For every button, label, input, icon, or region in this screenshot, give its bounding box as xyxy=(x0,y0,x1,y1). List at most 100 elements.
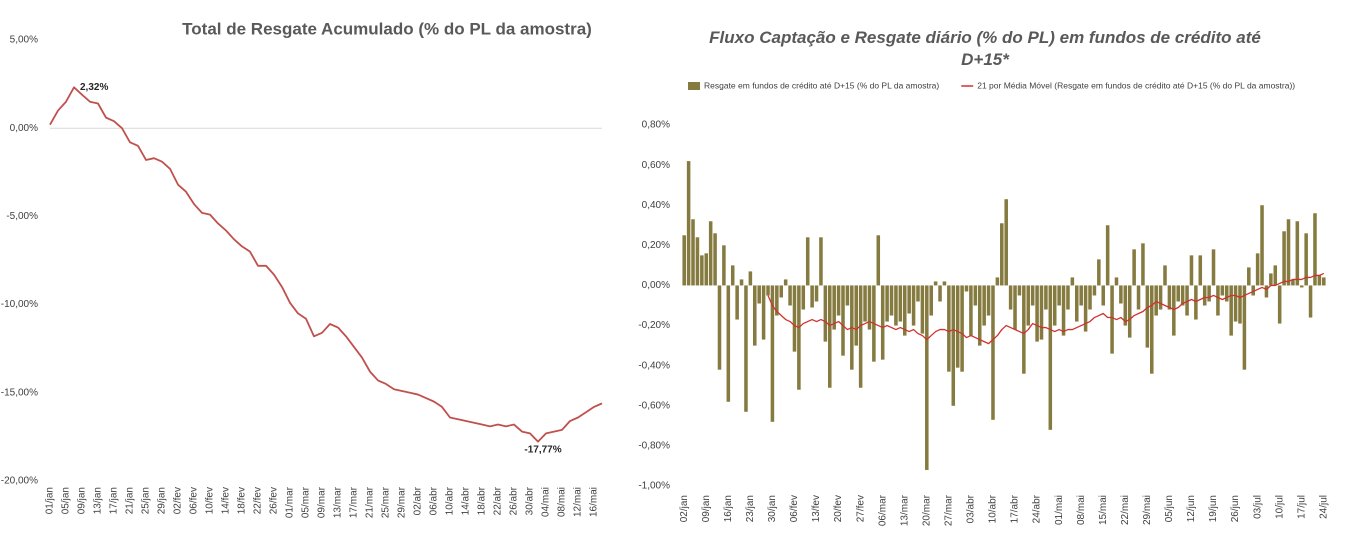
x-tick-label: 02/fev xyxy=(173,487,184,514)
bar xyxy=(1052,285,1057,326)
x-tick-label: 05/jan xyxy=(61,487,72,514)
x-tick-label: 26/jun xyxy=(1230,495,1241,522)
bar xyxy=(1269,273,1273,286)
bar xyxy=(797,285,801,390)
bar xyxy=(1110,285,1114,354)
x-tick-label: 06/mar xyxy=(877,494,888,526)
bar xyxy=(854,285,858,346)
x-tick-label: 21/mar xyxy=(365,486,376,518)
bar xyxy=(1145,285,1150,348)
data-label: 2,32% xyxy=(80,82,108,93)
bar xyxy=(1295,221,1300,286)
bar xyxy=(1229,285,1233,336)
bar xyxy=(1048,285,1053,430)
bar xyxy=(810,285,814,308)
y-tick-label: -15,00% xyxy=(1,387,38,398)
bar xyxy=(867,285,872,330)
bar xyxy=(783,279,788,286)
x-tick-label: 12/jun xyxy=(1186,495,1197,522)
x-tick-label: 05/mar xyxy=(301,486,312,518)
bar xyxy=(753,285,757,346)
bar xyxy=(779,285,784,298)
bar xyxy=(1061,285,1066,336)
bar xyxy=(982,285,986,326)
bar xyxy=(836,285,841,316)
x-tick-label: 06/fev xyxy=(189,487,200,514)
bar xyxy=(1105,225,1110,286)
x-tick-label: 13/mar xyxy=(333,486,344,518)
bar xyxy=(1189,255,1194,286)
x-tick-label: 19/jun xyxy=(1208,495,1219,522)
bar xyxy=(1083,285,1088,332)
x-tick-label: 08/mai xyxy=(557,487,568,517)
bar xyxy=(1299,285,1304,288)
bar xyxy=(1004,199,1008,286)
bar xyxy=(1017,285,1022,296)
x-tick-label: 15/mai xyxy=(1098,495,1109,525)
x-tick-label: 25/mar xyxy=(381,486,392,518)
bar xyxy=(1044,285,1048,310)
x-tick-label: 09/jan xyxy=(701,495,712,522)
bar xyxy=(964,285,969,292)
data-label: -17,77% xyxy=(524,444,561,455)
x-tick-label: 20/mar xyxy=(921,494,932,526)
x-tick-label: 01/mar xyxy=(285,486,296,518)
bar xyxy=(1322,277,1326,286)
bar xyxy=(819,237,823,286)
bar xyxy=(1070,277,1075,286)
bar xyxy=(894,285,898,326)
bar xyxy=(823,285,828,342)
bar xyxy=(1304,233,1308,286)
y-tick-label: -0,20% xyxy=(638,320,670,331)
line xyxy=(49,86,603,443)
bar xyxy=(1247,267,1251,286)
bar xyxy=(1092,285,1097,296)
bar xyxy=(1255,253,1260,286)
bar xyxy=(801,285,806,310)
x-tick-label: 10/jul xyxy=(1274,495,1285,519)
bar xyxy=(775,285,779,316)
bar xyxy=(1242,285,1247,370)
bar xyxy=(1119,285,1123,304)
bar xyxy=(898,285,903,322)
bar xyxy=(889,285,894,316)
bar xyxy=(1154,285,1158,316)
bar xyxy=(1158,285,1163,310)
x-tick-label: 17/abr xyxy=(1010,494,1021,523)
bar xyxy=(929,285,933,316)
bar xyxy=(1308,285,1313,318)
bar xyxy=(1163,265,1167,286)
y-tick-label: 5,00% xyxy=(10,35,38,46)
bar xyxy=(792,285,797,352)
x-tick-label: 13/jan xyxy=(93,487,104,514)
x-tick-label: 29/mai xyxy=(1142,495,1153,525)
bar xyxy=(1198,255,1203,286)
x-tick-label: 23/jan xyxy=(745,495,756,522)
bar xyxy=(1172,285,1176,336)
bar xyxy=(1282,231,1286,286)
x-tick-label: 03/jul xyxy=(1252,495,1263,519)
x-tick-label: 27/fev xyxy=(855,495,866,522)
x-tick-label: 12/mai xyxy=(573,487,584,517)
bar xyxy=(938,285,942,302)
x-tick-label: 03/abr xyxy=(966,494,977,523)
x-tick-label: 29/jan xyxy=(157,487,168,514)
x-tick-label: 05/jun xyxy=(1164,495,1175,522)
bar xyxy=(880,285,885,360)
x-tick-label: 26/fev xyxy=(269,487,280,514)
bar xyxy=(828,285,832,388)
x-tick-label: 17/jul xyxy=(1296,495,1307,519)
bar xyxy=(1026,285,1031,326)
legend-swatch xyxy=(688,82,700,90)
y-tick-label: -5,00% xyxy=(6,211,38,222)
x-tick-label: 17/jan xyxy=(109,487,120,514)
x-tick-label: 22/fev xyxy=(253,487,264,514)
bar xyxy=(739,279,744,286)
x-tick-label: 17/mar xyxy=(349,486,360,518)
bar xyxy=(845,285,850,306)
bar xyxy=(704,253,709,286)
x-tick-label: 02/jan xyxy=(679,495,690,522)
bar xyxy=(951,285,956,406)
y-tick-label: -20,00% xyxy=(1,476,38,487)
